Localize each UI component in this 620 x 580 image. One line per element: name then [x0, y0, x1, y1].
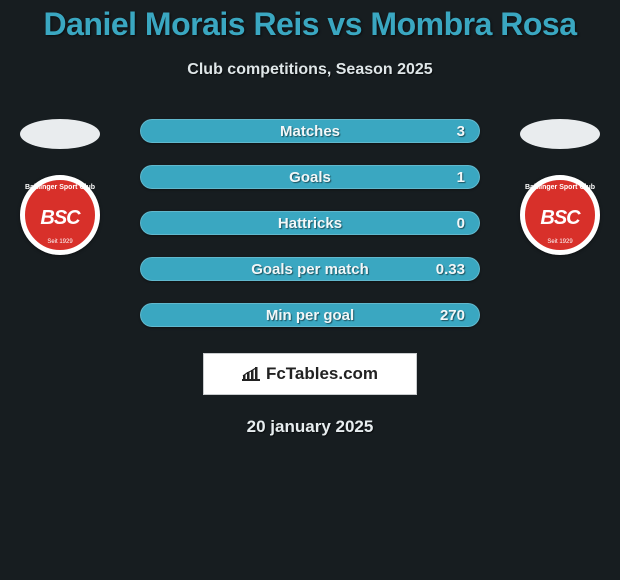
right-player-column: Bahlinger Sport Club BSC Seit 1929 — [510, 119, 610, 255]
stat-value-right: 1 — [457, 169, 465, 186]
stat-label: Matches — [280, 123, 340, 140]
stat-label: Goals per match — [251, 261, 369, 278]
club-since: Seit 1929 — [547, 239, 572, 245]
stat-label: Goals — [289, 169, 331, 186]
stat-row: Min per goal 270 — [140, 303, 480, 327]
stat-label: Hattricks — [278, 215, 342, 232]
player-avatar-placeholder — [20, 119, 100, 149]
page-title: Daniel Morais Reis vs Mombra Rosa — [0, 0, 620, 43]
club-badge-right: Bahlinger Sport Club BSC Seit 1929 — [520, 175, 600, 255]
stat-label: Min per goal — [266, 307, 354, 324]
stat-value-right: 0.33 — [436, 261, 465, 278]
club-arc-text: Bahlinger Sport Club — [25, 184, 95, 191]
brand-label: FcTables.com — [266, 364, 378, 384]
comparison-row: Bahlinger Sport Club BSC Seit 1929 Match… — [0, 119, 620, 327]
player-avatar-placeholder — [520, 119, 600, 149]
club-arc-text: Bahlinger Sport Club — [525, 184, 595, 191]
stat-row: Goals per match 0.33 — [140, 257, 480, 281]
brand-attribution: FcTables.com — [203, 353, 417, 395]
stats-list: Matches 3 Goals 1 Hattricks 0 Goals per match 0… — [140, 119, 480, 327]
club-abbrev: BSC — [40, 207, 79, 230]
stat-row: Hattricks 0 — [140, 211, 480, 235]
bar-chart-icon — [242, 367, 260, 381]
club-badge-left: Bahlinger Sport Club BSC Seit 1929 — [20, 175, 100, 255]
stat-value-right: 270 — [440, 307, 465, 324]
stat-value-right: 0 — [457, 215, 465, 232]
club-abbrev: BSC — [540, 207, 579, 230]
left-player-column: Bahlinger Sport Club BSC Seit 1929 — [10, 119, 110, 255]
subtitle: Club competitions, Season 2025 — [0, 61, 620, 79]
stat-row: Matches 3 — [140, 119, 480, 143]
date-label: 20 january 2025 — [0, 417, 620, 437]
club-since: Seit 1929 — [47, 239, 72, 245]
stat-row: Goals 1 — [140, 165, 480, 189]
stat-value-right: 3 — [457, 123, 465, 140]
